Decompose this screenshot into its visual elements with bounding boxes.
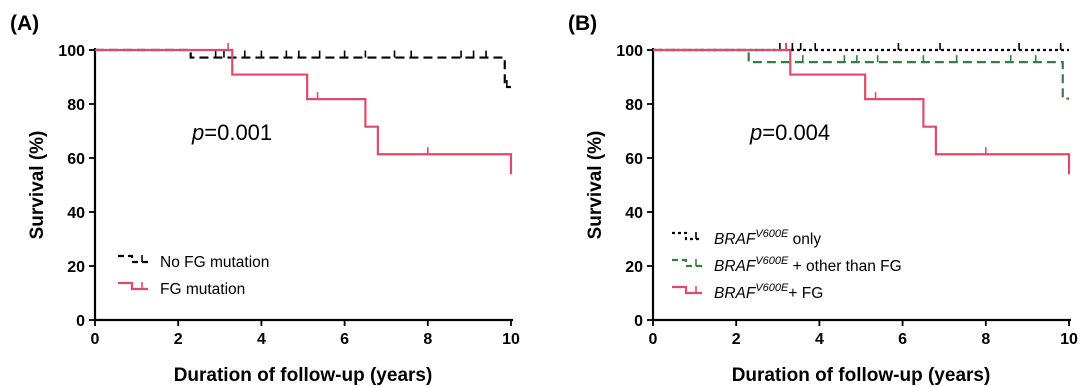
legend-label: BRAFV600E only xyxy=(714,228,821,248)
x-tick-label: 10 xyxy=(502,331,520,348)
legend-suffix: + FG xyxy=(788,285,823,302)
x-axis-title: Duration of follow-up (years) xyxy=(732,365,991,386)
legend-superscript: V600E xyxy=(755,255,789,267)
legend-suffix: only xyxy=(788,231,821,248)
panel-label: (A) xyxy=(10,12,39,35)
legend-line xyxy=(672,231,702,241)
y-tick-label: 100 xyxy=(616,43,643,60)
p-value: p=0.004 xyxy=(749,120,830,145)
p-value-text: =0.004 xyxy=(762,120,830,145)
y-tick-label: 80 xyxy=(67,97,85,114)
y-tick-label: 20 xyxy=(625,259,643,276)
x-tick-label: 10 xyxy=(1060,331,1078,348)
x-tick-label: 4 xyxy=(257,331,266,348)
x-axis-title: Duration of follow-up (years) xyxy=(174,365,433,386)
legend-superscript: V600E xyxy=(755,228,789,240)
x-tick-label: 0 xyxy=(649,331,658,348)
legend-label: No FG mutation xyxy=(160,254,269,271)
legend-gene: BRAF xyxy=(714,231,757,248)
y-tick-label: 0 xyxy=(76,313,85,330)
legend-gene: BRAF xyxy=(714,258,757,275)
x-tick-label: 2 xyxy=(174,331,183,348)
panel-label: (B) xyxy=(568,12,597,35)
y-tick-label: 40 xyxy=(625,205,643,222)
x-tick-label: 6 xyxy=(898,331,907,348)
legend-label: BRAFV600E+ FG xyxy=(714,282,823,302)
legend-entry: BRAFV600E only xyxy=(672,228,821,248)
survival-curve xyxy=(653,48,1071,175)
y-tick-label: 100 xyxy=(58,43,85,60)
y-tick-label: 0 xyxy=(634,313,643,330)
x-tick-label: 8 xyxy=(981,331,990,348)
y-tick-label: 40 xyxy=(67,205,85,222)
legend-line xyxy=(672,285,702,295)
y-tick-label: 60 xyxy=(625,151,643,168)
legend-line xyxy=(672,258,702,268)
x-tick-label: 4 xyxy=(815,331,824,348)
legend-label: FG mutation xyxy=(160,281,245,298)
legend-entry: BRAFV600E+ FG xyxy=(672,282,823,302)
legend-entry: FG mutation xyxy=(118,281,245,298)
x-tick-label: 6 xyxy=(340,331,349,348)
legend-suffix: + other than FG xyxy=(788,258,901,275)
legend-superscript: V600E xyxy=(755,282,789,294)
x-tick-label: 0 xyxy=(91,331,100,348)
legend-line xyxy=(118,281,148,291)
x-tick-label: 8 xyxy=(423,331,432,348)
y-tick-label: 80 xyxy=(625,97,643,114)
p-value-symbol: p xyxy=(749,120,762,145)
legend-entry: No FG mutation xyxy=(118,254,269,271)
y-axis-title: Survival (%) xyxy=(27,131,48,240)
p-value-text: =0.001 xyxy=(204,120,272,145)
legend-line xyxy=(118,254,148,264)
p-value-symbol: p xyxy=(191,120,204,145)
legend-entry: BRAFV600E + other than FG xyxy=(672,255,902,275)
x-tick-label: 2 xyxy=(732,331,741,348)
y-tick-label: 20 xyxy=(67,259,85,276)
y-tick-label: 60 xyxy=(67,151,85,168)
legend-gene: BRAF xyxy=(714,285,757,302)
legend-label: BRAFV600E + other than FG xyxy=(714,255,902,275)
survival-curve xyxy=(95,48,511,89)
survival-curve xyxy=(95,48,513,175)
p-value: p=0.001 xyxy=(191,120,272,145)
y-axis-title: Survival (%) xyxy=(585,131,606,240)
